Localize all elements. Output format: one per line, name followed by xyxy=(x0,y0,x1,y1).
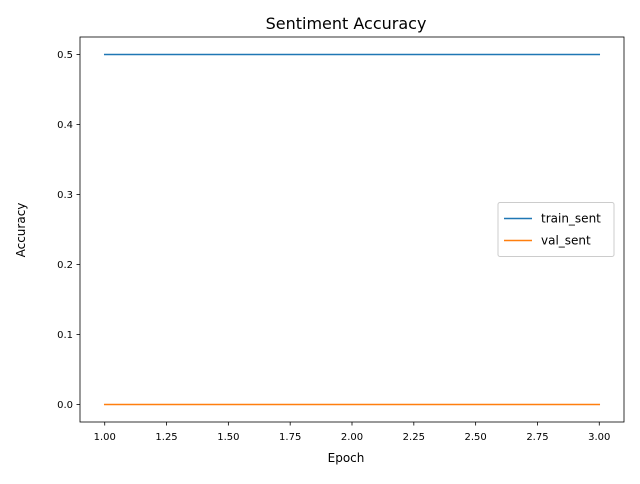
y-tick-label: 0.1 xyxy=(57,330,73,341)
legend-label-train-sent: train_sent xyxy=(541,212,601,226)
x-tick-label: 2.25 xyxy=(403,432,425,443)
x-tick-label: 1.75 xyxy=(279,432,301,443)
x-tick-label: 1.25 xyxy=(155,432,177,443)
legend-label-val-sent: val_sent xyxy=(541,234,591,248)
y-tick-label: 0.0 xyxy=(57,400,73,411)
y-tick-label: 0.2 xyxy=(57,260,73,271)
x-tick-label: 1.50 xyxy=(217,432,239,443)
legend: train_sent val_sent xyxy=(497,202,615,257)
y-tick-label: 0.4 xyxy=(57,120,73,131)
legend-box xyxy=(497,202,615,257)
x-tick-label: 2.00 xyxy=(341,432,363,443)
y-tick-label: 0.3 xyxy=(57,190,73,201)
x-axis-label: Epoch xyxy=(328,451,365,465)
x-tick-label: 1.00 xyxy=(94,432,116,443)
y-axis-label: Accuracy xyxy=(14,203,28,258)
x-tick-label: 2.75 xyxy=(526,432,548,443)
chart-title: Sentiment Accuracy xyxy=(266,14,427,33)
y-tick-label: 0.5 xyxy=(57,50,73,61)
plot-area: 1.00 1.25 1.50 1.75 2.00 2.25 2.50 2.75 3.00 0.0 0… xyxy=(57,36,625,443)
x-tick-label: 3.00 xyxy=(588,432,610,443)
x-tick-label: 2.50 xyxy=(465,432,487,443)
